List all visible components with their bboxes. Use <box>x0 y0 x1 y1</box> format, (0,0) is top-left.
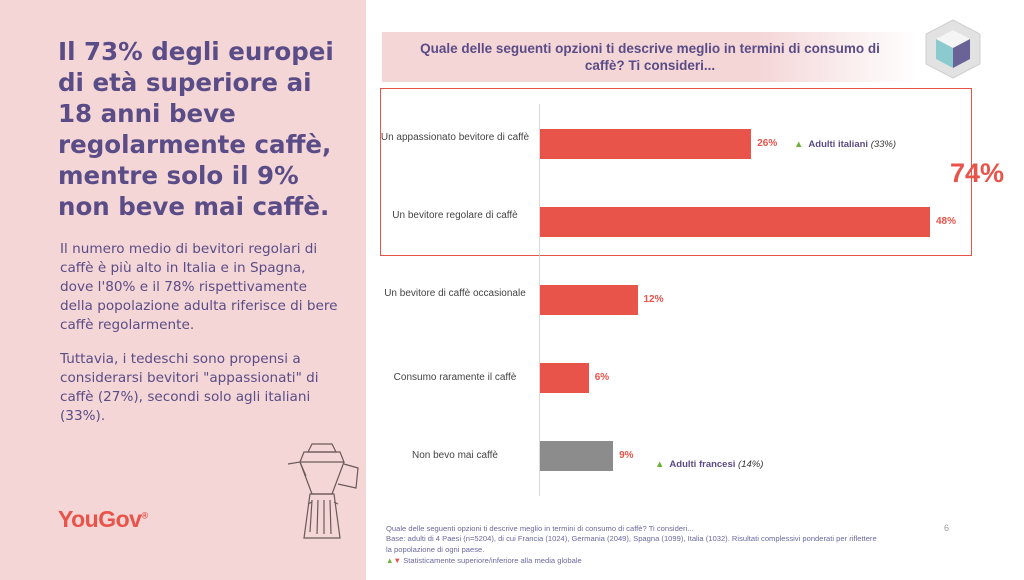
note-value: (14%) <box>738 459 764 470</box>
note-value: (33%) <box>870 139 897 150</box>
french-adults-note: ▲ Adulti francesi (14%) <box>655 459 763 470</box>
regular-drinkers-highlight-box <box>380 88 972 256</box>
up-arrow-icon: ▲ <box>794 139 804 150</box>
page-number: 6 <box>944 523 950 533</box>
chart-question-title: Quale delle seguenti opzioni ti descrive… <box>420 41 880 73</box>
brand-name: YouGov <box>58 506 142 532</box>
bar-value-label: 9% <box>619 450 634 461</box>
italian-adults-note: ▲ Adulti italiani (33%) <box>794 139 896 150</box>
bar-value-label: 12% <box>643 294 664 305</box>
legend-text: Statisticamente superiore/inferiore alla… <box>403 556 582 565</box>
left-panel <box>0 0 366 580</box>
bar-value-label: 6% <box>594 372 610 383</box>
footnote-question: Quale delle seguenti opzioni ti descrive… <box>386 524 694 533</box>
category-label: Un bevitore di caffè occasionale <box>384 288 526 299</box>
yougov-logo: YouGov® <box>58 506 148 533</box>
footnote-base-continued: la popolazione di ogni paese. <box>386 544 485 554</box>
bar <box>540 285 638 315</box>
body-paragraph-2: Tuttavia, i tedeschi sono propensi a con… <box>60 351 319 424</box>
category-label: Un appassionato bevitore di caffè <box>380 132 530 143</box>
bar <box>540 207 930 237</box>
chart-axis-line <box>539 104 540 496</box>
bar <box>540 363 589 393</box>
category-label: Un bevitore regolare di caffè <box>392 210 518 221</box>
brand-registered-mark: ® <box>141 510 148 521</box>
slide-headline: Il 73% degli europei di età superiore ai… <box>58 37 334 221</box>
category-label: Consumo raramente il caffè <box>393 372 517 383</box>
category-label: Non bevo mai caffè <box>412 450 498 461</box>
cube-icon <box>925 19 981 79</box>
bar-value-label: 48% <box>936 216 957 227</box>
body-paragraph-1: Il numero medio di bevitori regolari di … <box>60 241 338 333</box>
up-arrow-icon: ▲ <box>655 459 665 470</box>
question-banner <box>382 32 918 82</box>
footnote-base: Base: adulti di 4 Paesi (n=5204), di cui… <box>386 534 877 543</box>
bar <box>540 441 614 471</box>
bar <box>540 129 752 159</box>
note-label: Adulti italiani <box>808 139 869 150</box>
bar-value-label: 26% <box>757 138 778 149</box>
moka-pot-illustration <box>287 443 359 539</box>
note-label: Adulti francesi <box>669 459 736 470</box>
footnote-legend: ▲▼ Statisticamente superiore/inferiore a… <box>386 556 582 567</box>
up-arrow-icon: ▲ <box>386 556 394 565</box>
highlight-total-percent: 74% <box>950 158 1005 188</box>
down-arrow-icon: ▼ <box>393 556 402 565</box>
